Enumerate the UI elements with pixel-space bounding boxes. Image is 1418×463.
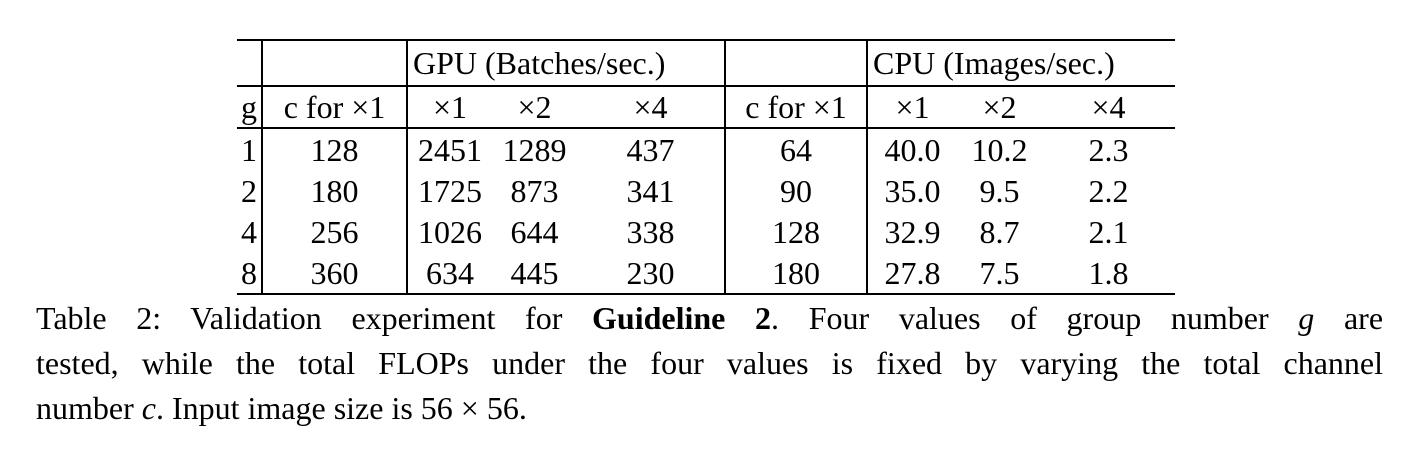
cell-gpu-x4: 338 xyxy=(577,211,727,252)
empty-cell-c-cpu xyxy=(725,40,869,87)
cell-cpu-x2: 7.5 xyxy=(979,254,1020,291)
cell-cpu-x2: 8.7 xyxy=(979,213,1020,250)
cell-gpu-x1: 2451 xyxy=(418,131,482,168)
math-var-g: g xyxy=(1298,300,1315,336)
cell-g: 1 xyxy=(237,128,263,170)
col-header-gpu-x4: ×4 xyxy=(577,86,727,129)
group-header-row: GPU (Batches/sec.) CPU (Images/sec.) xyxy=(237,40,1176,87)
caption-line-2: tested, while the total FLOPs under the … xyxy=(36,345,1383,381)
cpu-group-header: CPU (Images/sec.) xyxy=(867,40,1176,87)
cell-c-cpu: 180 xyxy=(725,252,869,294)
cell-gpu-x2: 1289 xyxy=(502,131,567,168)
col-header-c-for-x1-cpu: c for ×1 xyxy=(725,86,869,129)
col-header-gpu-x2: ×2 xyxy=(492,86,577,129)
caption-line-3: number c. Input image size is 56 × 56. xyxy=(36,386,1383,431)
col-header-cpu-x4: ×4 xyxy=(1042,86,1176,129)
col-header-c-for-x1-gpu: c for ×1 xyxy=(262,86,408,129)
cell-g: 8 xyxy=(237,252,263,294)
cell-cpu-x1: 40.0 xyxy=(884,131,941,168)
cell-cpu-x4: 2.1 xyxy=(1088,213,1129,250)
cell-g: 4 xyxy=(237,211,263,252)
caption-text: Table 2: Validation experiment for xyxy=(36,300,593,336)
cell-gpu-x4: 341 xyxy=(577,170,727,211)
table-caption: Table 2: Validation experiment for Guide… xyxy=(36,296,1383,431)
empty-cell-c-gpu xyxy=(262,40,408,87)
empty-cell-g xyxy=(237,40,263,87)
cell-gpu-x4: 230 xyxy=(577,252,727,294)
caption-text: . Input image size is 56 × 56. xyxy=(155,390,527,426)
cell-c-gpu: 128 xyxy=(262,128,408,170)
cell-cpu-x1: 35.0 xyxy=(884,172,941,209)
caption-text: . Four values of group number xyxy=(771,300,1299,336)
caption-line-1: Table 2: Validation experiment for Guide… xyxy=(36,296,1383,341)
column-header-row: g c for ×1 ×1 ×2 ×4 c for ×1 ×1 ×2 ×4 xyxy=(237,86,1176,129)
cell-cpu-x4: 1.8 xyxy=(1088,254,1129,291)
cell-c-gpu: 180 xyxy=(262,170,408,211)
cell-c-gpu: 360 xyxy=(262,252,408,294)
results-table: GPU (Batches/sec.) CPU (Images/sec.) g c… xyxy=(237,39,1176,295)
cell-cpu-x2: 10.2 xyxy=(971,131,1028,168)
cell-c-cpu: 90 xyxy=(725,170,869,211)
cell-g: 2 xyxy=(237,170,263,211)
table-row-g4: 4 256 1026 644 338 128 32.9 8.7 2.1 xyxy=(237,211,1175,252)
cell-gpu-x2: 445 xyxy=(510,254,559,291)
table-row-g8: 8 360 634 445 230 180 27.8 7.5 1.8 xyxy=(237,252,1175,294)
table-row-g1: 1 128 2451 1289 437 64 40.0 10.2 2.3 xyxy=(237,128,1175,170)
col-header-g: g xyxy=(237,86,263,129)
cell-gpu-x2: 873 xyxy=(510,172,559,209)
gpu-group-header: GPU (Batches/sec.) xyxy=(407,40,727,87)
caption-text: number xyxy=(36,390,142,426)
cell-cpu-x1: 32.9 xyxy=(884,213,941,250)
col-header-cpu-x1: ×1 xyxy=(867,86,958,129)
col-header-gpu-x1: ×1 xyxy=(407,86,492,129)
table-row-g2: 2 180 1725 873 341 90 35.0 9.5 2.2 xyxy=(237,170,1175,211)
cell-c-cpu: 128 xyxy=(725,211,869,252)
caption-guideline-bold: Guideline 2 xyxy=(592,300,772,336)
cell-gpu-x1: 634 xyxy=(426,254,474,291)
cell-c-cpu: 64 xyxy=(725,128,869,170)
cell-gpu-x2: 644 xyxy=(510,213,559,250)
cell-c-gpu: 256 xyxy=(262,211,408,252)
cell-gpu-x4: 437 xyxy=(577,128,727,170)
cell-gpu-x1: 1026 xyxy=(418,213,482,250)
cell-cpu-x4: 2.3 xyxy=(1088,131,1129,168)
math-var-c: c xyxy=(141,390,156,426)
cell-cpu-x4: 2.2 xyxy=(1088,172,1129,209)
caption-text: are xyxy=(1314,300,1384,336)
cell-cpu-x2: 9.5 xyxy=(979,172,1020,209)
cell-gpu-x1: 1725 xyxy=(418,172,482,209)
cell-cpu-x1: 27.8 xyxy=(884,254,941,291)
col-header-cpu-x2: ×2 xyxy=(957,86,1043,129)
